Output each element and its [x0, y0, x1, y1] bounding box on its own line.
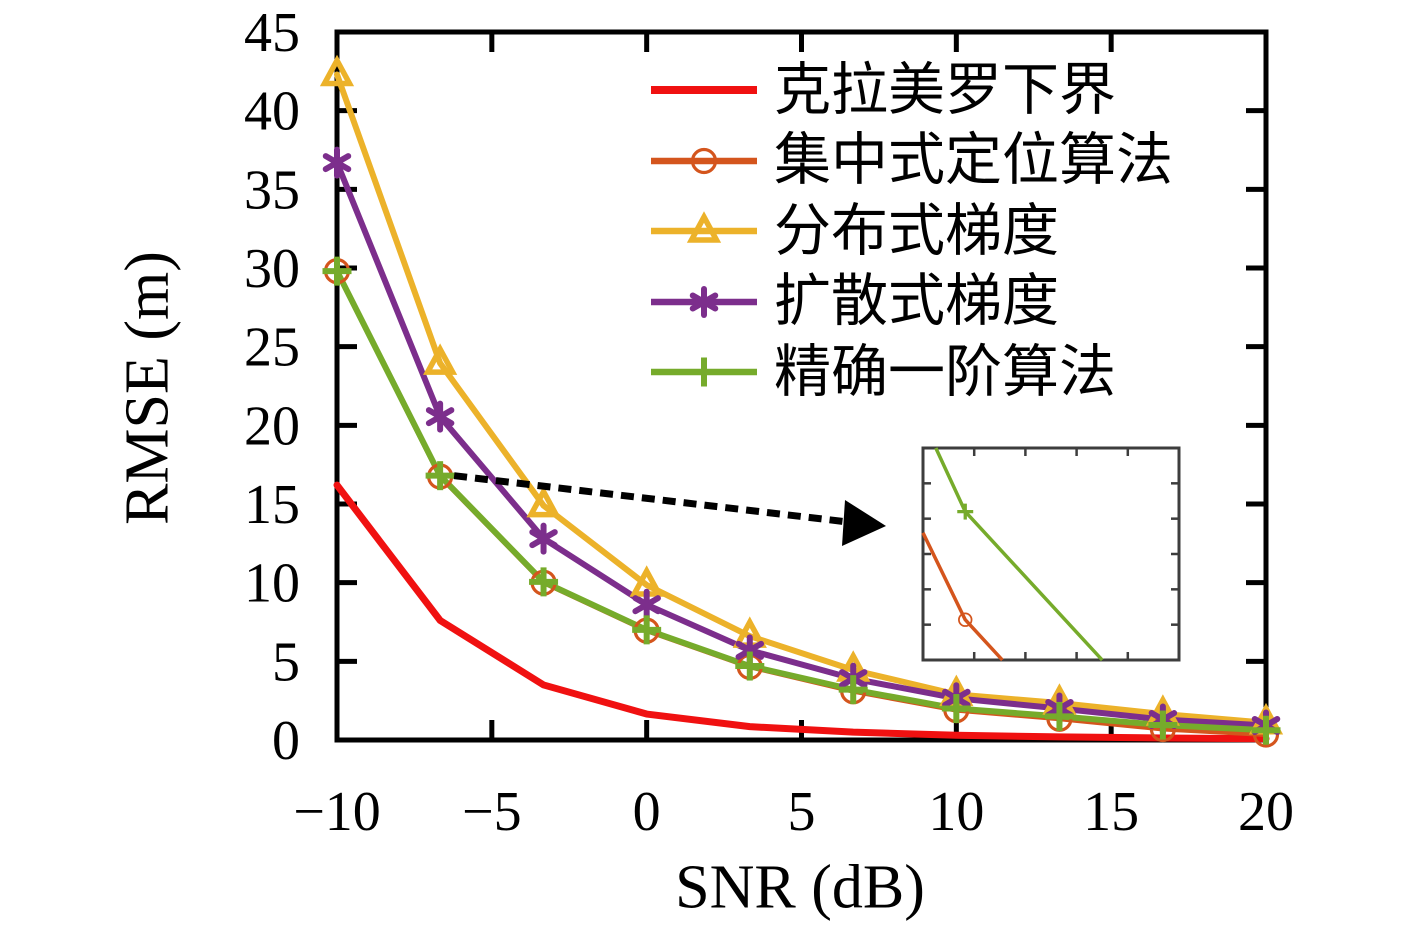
svg-text:30: 30: [244, 238, 300, 300]
x-tick-labels: −10 −5 0 5 10 15 20: [293, 781, 1294, 843]
series-line-diffusion-gradient: [334, 159, 1269, 729]
series-line-distributed-gradient: [334, 71, 1269, 726]
inset-plot: [921, 446, 1181, 662]
svg-text:10: 10: [928, 781, 984, 843]
svg-text:40: 40: [244, 81, 300, 143]
svg-text:20: 20: [244, 395, 300, 457]
legend-swatch-line-icon: [651, 86, 757, 95]
y-tick-labels: 0 5 10 15 20 25 30 35 40 45: [244, 2, 300, 772]
svg-text:0: 0: [633, 781, 661, 843]
legend-label-diffusion-gradient: 扩散式梯度: [774, 270, 1059, 334]
legend-item-exact-first-order: 精确一阶算法: [648, 337, 1173, 408]
svg-text:15: 15: [1083, 781, 1139, 843]
legend-item-centralized: 集中式定位算法: [648, 126, 1173, 197]
legend: 克拉美罗下界 集中式定位算法 分布式梯度 扩散式梯度 精确一阶算法: [648, 55, 1173, 408]
svg-text:45: 45: [244, 2, 300, 64]
x-axis-title: SNR (dB): [675, 853, 925, 922]
svg-text:25: 25: [244, 317, 300, 379]
legend-item-diffusion-gradient: 扩散式梯度: [648, 267, 1173, 338]
legend-label-crlb: 克拉美罗下界: [774, 58, 1116, 122]
legend-item-crlb: 克拉美罗下界: [648, 55, 1173, 126]
series-markers-exact-first-order: [322, 256, 1281, 745]
legend-swatch-plus-icon: [651, 357, 757, 387]
legend-swatch-asterisk-icon: [651, 285, 757, 318]
legend-swatch-circle-icon: [651, 147, 757, 174]
legend-item-distributed-gradient: 分布式梯度: [648, 196, 1173, 267]
svg-text:5: 5: [272, 631, 300, 693]
svg-text:35: 35: [244, 159, 300, 221]
legend-label-centralized: 集中式定位算法: [774, 129, 1173, 193]
legend-swatch-triangle-icon: [651, 211, 757, 243]
svg-text:10: 10: [244, 553, 300, 615]
svg-text:−5: −5: [462, 781, 522, 843]
legend-label-exact-first-order: 精确一阶算法: [774, 340, 1116, 404]
arrowhead-icon: [842, 500, 886, 546]
inset-series-exact-first-order: [934, 447, 1104, 662]
series-line-crlb: [333, 481, 1270, 743]
svg-text:5: 5: [788, 781, 816, 843]
zoom-annotation-arrow: [453, 472, 886, 546]
svg-text:0: 0: [272, 710, 300, 772]
series-line-exact-first-order: [334, 268, 1269, 734]
y-axis-title: RMSE (m): [113, 251, 182, 525]
legend-label-distributed-gradient: 分布式梯度: [774, 199, 1059, 263]
inset-series-centralized: [921, 532, 1004, 662]
svg-text:15: 15: [244, 474, 300, 536]
svg-text:−10: −10: [293, 781, 381, 843]
svg-text:20: 20: [1238, 781, 1294, 843]
